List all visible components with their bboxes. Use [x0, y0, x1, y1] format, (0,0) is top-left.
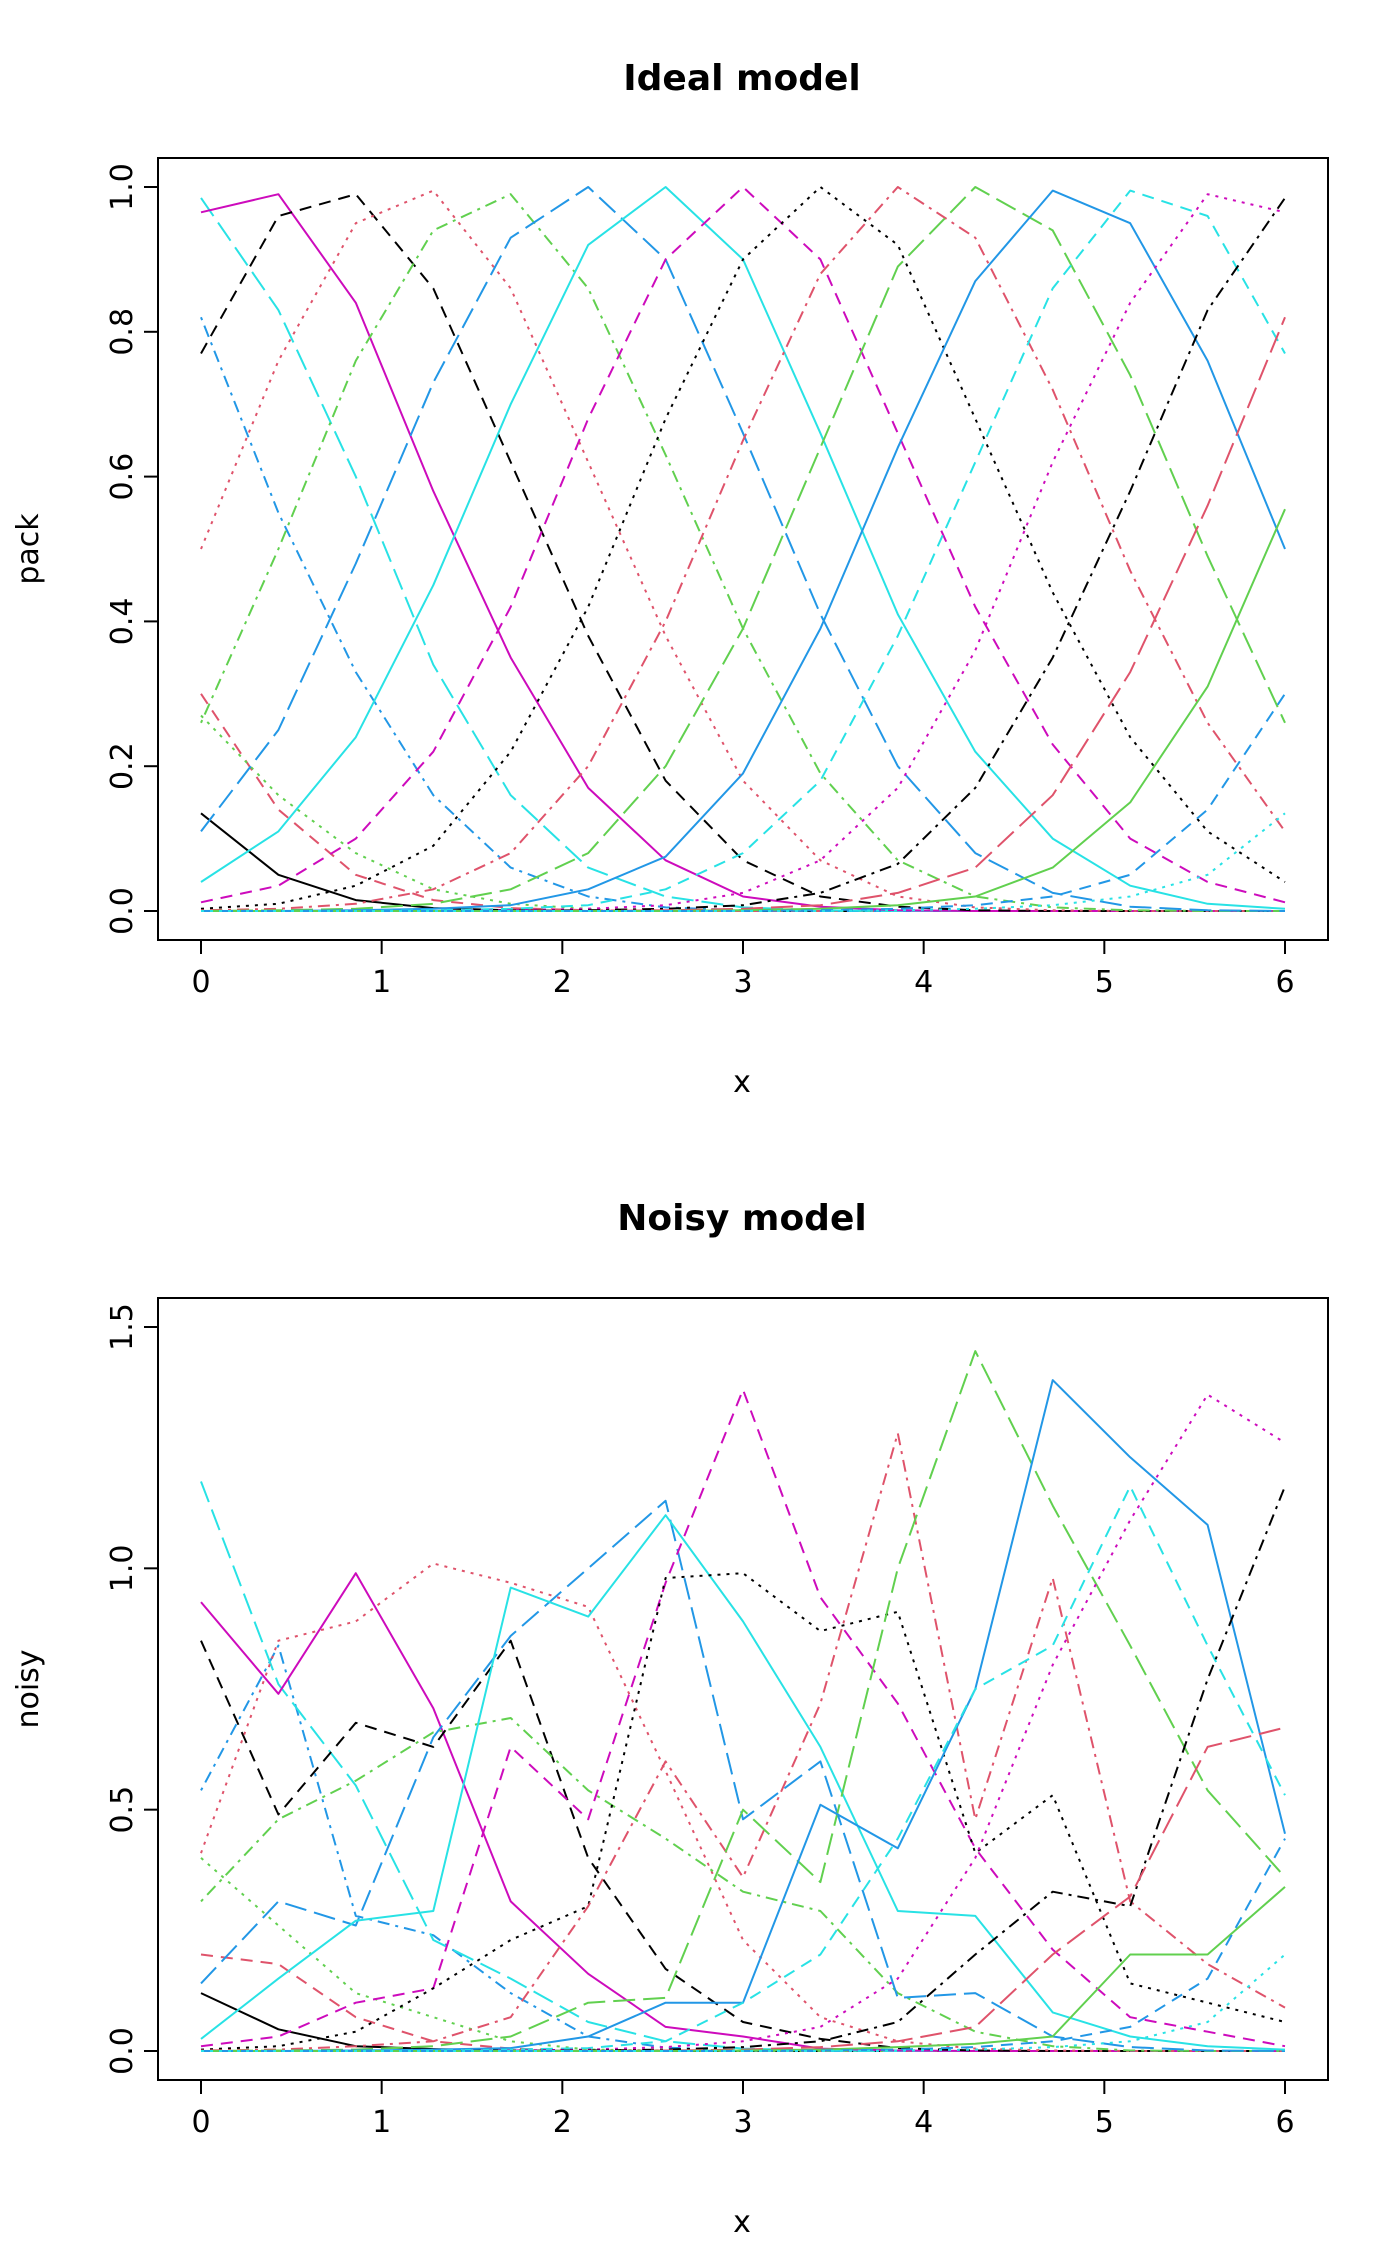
series-line-s18 — [201, 1393, 1286, 2052]
y-tick-label: 0.2 — [105, 742, 140, 790]
series-line-s20 — [201, 316, 1286, 912]
series-line-s23 — [201, 812, 1286, 912]
y-tick-label: 0.5 — [105, 1786, 140, 1834]
series-line-s9 — [200, 193, 1285, 912]
series-line-s4 — [200, 1644, 1285, 2052]
series-line-s15 — [200, 1350, 1286, 2052]
x-tick-label: 4 — [914, 965, 933, 1000]
series-line-s18 — [201, 193, 1286, 912]
series-line-s19 — [201, 197, 1286, 912]
x-tick-label: 0 — [191, 965, 210, 1000]
series-line-s2 — [200, 693, 1285, 912]
x-tick-label: 1 — [372, 965, 391, 1000]
x-tick-label: 5 — [1095, 2105, 1114, 2140]
x-tick-label: 2 — [553, 965, 572, 1000]
series-line-s17 — [201, 189, 1286, 912]
x-tick-label: 3 — [733, 2105, 752, 2140]
series-line-s16 — [201, 1379, 1286, 2052]
series-line-s9 — [200, 1717, 1285, 2052]
series-line-s23 — [201, 1953, 1286, 2052]
series-lines — [200, 186, 1286, 912]
series-line-s12 — [200, 186, 1286, 904]
x-axis-label: x — [733, 1065, 751, 1100]
x-tick-label: 6 — [1275, 2105, 1294, 2140]
series-line-s4 — [200, 316, 1285, 912]
series-line-s5 — [200, 197, 1285, 912]
x-tick-label: 5 — [1095, 965, 1114, 1000]
series-line-s10 — [200, 1499, 1286, 2052]
chart-noisy-model: Noisy model 0 1 2 3 4 5 6 0.0 0.5 1.0 1.5 x noisy — [11, 1198, 1329, 2240]
series-line-s22 — [201, 693, 1286, 912]
x-tick-label: 6 — [1275, 965, 1294, 1000]
y-tick-label: 0.0 — [105, 887, 140, 935]
series-line-s17 — [201, 1485, 1286, 2052]
series-line-s16 — [201, 189, 1286, 912]
y-tick-label: 1.0 — [105, 163, 140, 211]
series-line-s7 — [200, 1639, 1285, 2052]
x-tick-label: 1 — [372, 2105, 391, 2140]
series-line-s12 — [200, 1388, 1286, 2048]
plot-frame — [157, 157, 1329, 941]
series-line-s14 — [200, 186, 1286, 912]
chart-title: Ideal model — [623, 58, 861, 99]
series-line-s11 — [200, 1514, 1286, 2051]
x-tick-label: 4 — [914, 2105, 933, 2140]
series-line-s5 — [200, 1481, 1285, 2052]
series-lines — [200, 1350, 1286, 2052]
y-tick-label: 0.6 — [105, 453, 140, 501]
y-axis-label: pack — [11, 513, 46, 585]
x-tick-label: 2 — [553, 2105, 572, 2140]
chart-ideal-model: Ideal model 0 1 2 3 4 5 60.00.20.40.60.81.0 x … — [11, 58, 1329, 1100]
axis-ticks: 0 1 2 3 4 5 6 0.0 0.5 1.0 1.5 — [105, 1303, 1295, 2140]
x-axis-label: x — [733, 2205, 751, 2240]
y-tick-label: 0.0 — [105, 2027, 140, 2075]
series-line-s8 — [200, 189, 1285, 912]
series-line-s21 — [201, 508, 1286, 912]
y-axis-label: noisy — [11, 1649, 46, 1728]
y-tick-label: 1.0 — [105, 1544, 140, 1592]
y-tick-label: 0.8 — [105, 308, 140, 356]
series-line-s21 — [201, 1886, 1286, 2052]
series-line-s13 — [200, 186, 1286, 910]
axis-ticks: 0 1 2 3 4 5 6 0.0 0.2 0.4 0.6 0.8 1.0 — [105, 163, 1295, 1000]
series-line-s15 — [200, 186, 1286, 912]
y-tick-label: 0.4 — [105, 598, 140, 646]
y-tick-label: 1.5 — [105, 1303, 140, 1351]
x-tick-label: 3 — [733, 965, 752, 1000]
series-line-s8 — [200, 1562, 1285, 2052]
series-line-s14 — [200, 1432, 1286, 2052]
series-line-s10 — [200, 186, 1286, 912]
series-line-s19 — [201, 1485, 1286, 2052]
chart-title: Noisy model — [617, 1198, 866, 1239]
series-line-s7 — [200, 193, 1285, 912]
series-line-s6 — [200, 193, 1285, 912]
series-line-s11 — [200, 186, 1286, 910]
x-tick-label: 0 — [191, 2105, 210, 2140]
